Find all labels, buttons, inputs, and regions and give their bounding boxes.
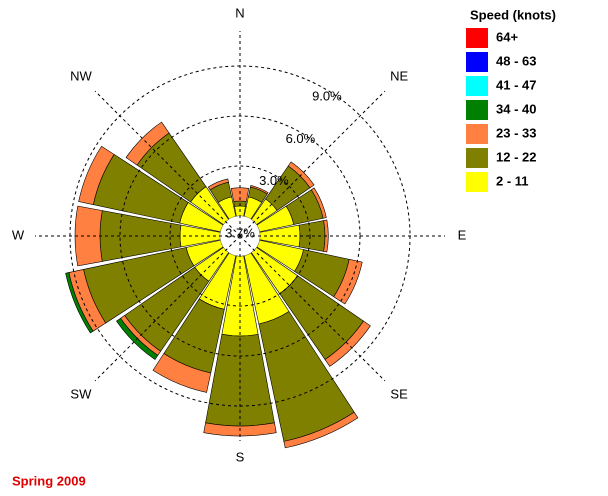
legend-label: 12 - 22 — [496, 149, 536, 164]
ring-label: 9.0% — [312, 88, 342, 103]
direction-label: S — [236, 449, 245, 464]
direction-line — [239, 235, 386, 382]
rose-segment — [65, 272, 94, 334]
legend-label: 41 - 47 — [496, 77, 536, 92]
calm-label: 3.7% — [225, 225, 255, 240]
direction-line — [94, 90, 241, 237]
ring-label: 3.0% — [259, 173, 289, 188]
legend-label: 34 - 40 — [496, 101, 536, 116]
ring-label: 6.0% — [286, 131, 316, 146]
direction-label: NW — [70, 68, 92, 83]
direction-label: E — [458, 227, 467, 242]
rose-segment — [283, 411, 359, 449]
chart-title: Spring 2009 — [12, 473, 86, 488]
direction-label: NE — [390, 68, 408, 83]
legend-label: 64+ — [496, 29, 518, 44]
legend-swatch — [466, 52, 488, 72]
rose-segment — [78, 145, 115, 206]
legend-label: 23 - 33 — [496, 125, 536, 140]
legend-swatch — [466, 100, 488, 120]
rose-segment — [152, 353, 212, 393]
legend-swatch — [466, 76, 488, 96]
legend-swatch — [466, 148, 488, 168]
rose-segment — [125, 121, 170, 166]
rose-segment — [230, 187, 250, 202]
legend-title: Speed (knots) — [470, 7, 556, 22]
rose-segment — [310, 187, 327, 219]
legend-swatch — [466, 124, 488, 144]
rose-segment — [333, 258, 363, 305]
grid-ring — [169, 165, 311, 307]
legend-swatch — [466, 28, 488, 48]
legend-label: 2 - 11 — [496, 173, 529, 188]
legend-label: 48 - 63 — [496, 53, 536, 68]
rose-segment — [207, 178, 229, 191]
legend-swatch — [466, 172, 488, 192]
rose-segment — [250, 185, 269, 195]
direction-label: W — [12, 227, 25, 242]
direction-label: N — [235, 5, 244, 20]
direction-line — [94, 235, 241, 382]
direction-label: SE — [390, 387, 408, 402]
direction-line — [239, 90, 386, 237]
direction-label: SW — [70, 387, 92, 402]
